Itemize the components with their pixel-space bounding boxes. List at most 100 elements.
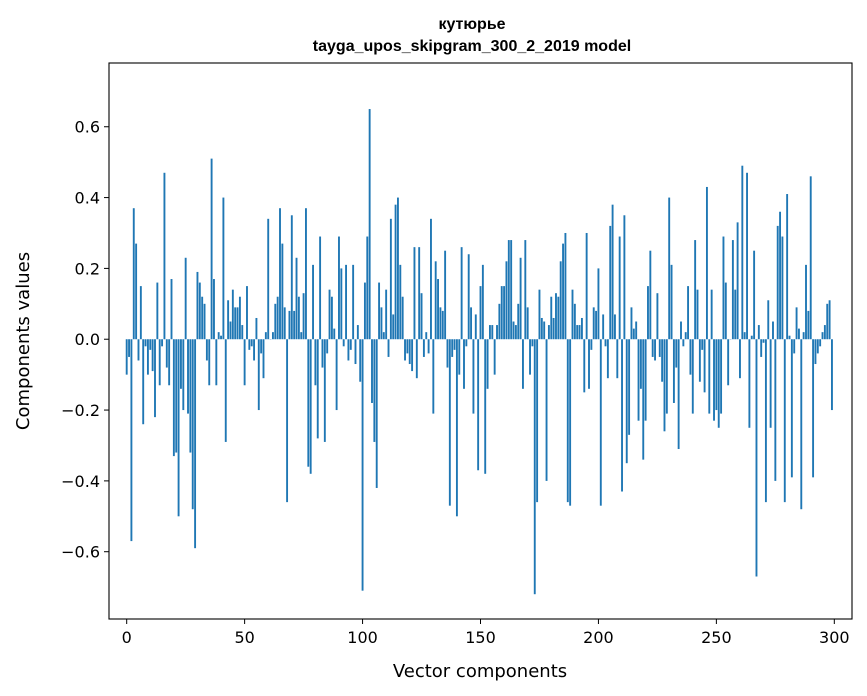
bar-222 [649, 250, 652, 340]
bar-30 [196, 271, 199, 340]
bar-260 [739, 339, 741, 379]
bar-104 [371, 339, 373, 403]
x-tick-label: 50 [234, 628, 254, 647]
bar-144 [465, 339, 468, 347]
bar-7 [142, 339, 145, 425]
y-tick-label: −0.6 [61, 543, 100, 562]
bar-155 [491, 325, 494, 340]
bar-258 [734, 289, 737, 340]
bar-138 [451, 339, 454, 357]
bar-77 [307, 339, 310, 467]
bar-285 [797, 328, 800, 340]
bar-231 [670, 264, 673, 340]
bar-286 [800, 339, 803, 510]
bar-143 [463, 339, 465, 389]
bar-182 [555, 293, 557, 340]
bar-246 [705, 186, 708, 340]
y-tick-label: 0.6 [75, 118, 100, 137]
bar-72 [295, 257, 298, 340]
bar-68 [286, 339, 289, 503]
bar-228 [663, 339, 666, 432]
bar-290 [809, 176, 812, 340]
bar-233 [675, 339, 678, 368]
bar-33 [203, 303, 206, 340]
bar-105 [373, 339, 376, 442]
bar-42 [224, 339, 227, 442]
bar-199 [595, 310, 598, 340]
x-tick-label: 100 [347, 628, 378, 647]
bar-10 [149, 339, 152, 350]
bar-152 [484, 339, 487, 474]
bar-296 [823, 325, 826, 340]
bar-128 [427, 339, 430, 354]
bar-9 [146, 339, 149, 375]
bar-297 [826, 303, 829, 340]
bar-218 [639, 339, 642, 389]
bar-164 [512, 321, 515, 340]
bar-24 [182, 339, 185, 411]
bar-291 [812, 339, 815, 478]
bar-168 [522, 339, 524, 389]
bar-196 [588, 339, 590, 389]
bar-137 [448, 339, 451, 506]
bar-26 [187, 339, 189, 414]
bar-158 [498, 303, 501, 340]
bar-97 [354, 339, 357, 365]
x-axis-label: Vector components [393, 661, 567, 682]
bar-133 [439, 307, 442, 340]
bar-257 [731, 240, 734, 340]
bar-119 [406, 339, 409, 354]
bar-112 [389, 218, 392, 340]
bar-193 [580, 317, 583, 340]
bar-179 [547, 325, 550, 340]
bar-235 [680, 321, 682, 340]
bar-25 [184, 257, 187, 340]
bar-166 [517, 303, 520, 340]
y-tick-label: 0.4 [75, 189, 100, 208]
bar-22 [177, 339, 180, 517]
bar-214 [630, 307, 633, 340]
bar-216 [635, 321, 638, 340]
bar-70 [290, 215, 293, 340]
bar-99 [359, 339, 362, 382]
bar-32 [201, 296, 204, 340]
bar-294 [819, 339, 822, 347]
bar-91 [340, 268, 343, 340]
x-tick-label: 300 [819, 628, 850, 647]
bar-49 [241, 325, 244, 340]
bar-208 [616, 339, 619, 379]
bar-129 [430, 218, 432, 340]
bar-114 [394, 204, 397, 340]
bar-201 [599, 339, 602, 506]
bar-292 [814, 339, 817, 365]
bar-39 [217, 332, 220, 340]
bar-15 [161, 339, 164, 347]
bar-151 [481, 264, 484, 340]
bar-169 [524, 240, 527, 340]
bar-113 [392, 314, 395, 340]
bar-73 [297, 296, 300, 340]
bar-174 [536, 339, 539, 503]
bar-series [125, 109, 833, 595]
bar-58 [262, 339, 265, 379]
bar-118 [404, 339, 406, 361]
bar-186 [564, 232, 567, 340]
bar-156 [493, 339, 496, 375]
bar-167 [519, 257, 522, 340]
bar-159 [500, 286, 503, 340]
bar-84 [323, 339, 326, 442]
bar-103 [368, 109, 371, 340]
bar-189 [571, 289, 574, 340]
bar-4 [135, 243, 138, 340]
bar-81 [316, 339, 319, 439]
bar-202 [602, 314, 605, 340]
bar-69 [288, 310, 291, 340]
bar-192 [578, 325, 581, 340]
bar-280 [786, 194, 789, 340]
bar-139 [453, 339, 456, 350]
y-tick-label: 0.2 [75, 259, 100, 278]
bar-116 [399, 264, 402, 340]
bar-142 [460, 247, 463, 340]
bar-185 [562, 243, 564, 340]
